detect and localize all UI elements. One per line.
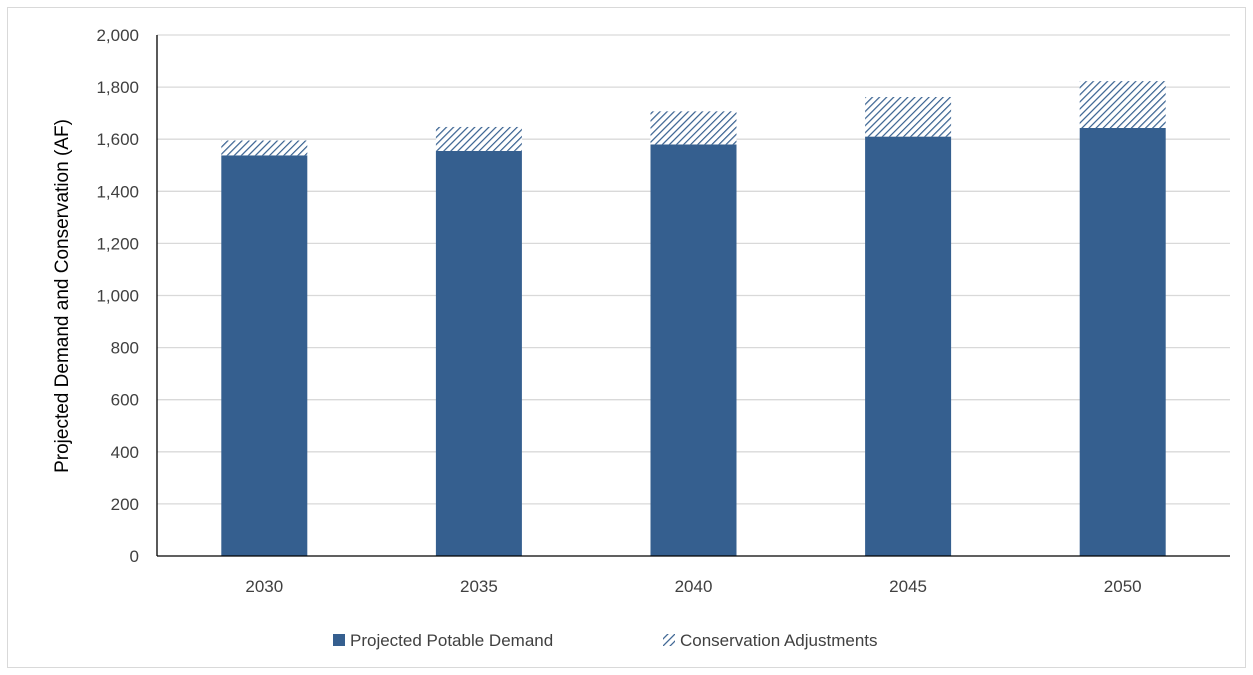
legend-label: Projected Potable Demand <box>350 631 553 650</box>
x-tick-label: 2045 <box>889 577 927 596</box>
y-tick-label: 2,000 <box>96 26 139 45</box>
x-tick-label: 2030 <box>245 577 283 596</box>
y-tick-label: 1,200 <box>96 234 139 253</box>
y-tick-label: 0 <box>130 547 139 566</box>
x-tick-label: 2035 <box>460 577 498 596</box>
x-tick-labels: 2030 2035 2040 2045 2050 <box>245 577 1141 596</box>
y-tick-label: 1,800 <box>96 78 139 97</box>
legend-swatch-conservation-adjustments <box>663 634 675 646</box>
bar-conservation-adjustments <box>1079 81 1166 128</box>
bar-conservation-adjustments <box>650 111 737 145</box>
axes <box>156 35 1230 557</box>
y-tick-label: 1,600 <box>96 130 139 149</box>
x-tick-label: 2040 <box>675 577 713 596</box>
chart-frame <box>7 7 1246 668</box>
y-tick-label: 1,000 <box>96 287 139 306</box>
bars <box>221 81 1166 557</box>
bar-projected-potable-demand <box>435 150 522 557</box>
legend-label: Conservation Adjustments <box>680 631 878 650</box>
legend: Projected Potable Demand Conservation Adj… <box>333 631 878 650</box>
bar-conservation-adjustments <box>865 96 952 137</box>
bar-projected-potable-demand <box>1079 127 1166 556</box>
x-tick-label: 2050 <box>1104 577 1142 596</box>
y-tick-labels: 0 200 400 600 800 1,000 1,200 1,400 1,600 1,800 2,… <box>96 26 139 566</box>
y-tick-label: 800 <box>111 339 139 358</box>
bar-projected-potable-demand <box>865 136 952 556</box>
y-tick-label: 200 <box>111 495 139 514</box>
bar-conservation-adjustments <box>221 140 308 156</box>
y-tick-label: 600 <box>111 391 139 410</box>
bar-projected-potable-demand <box>650 144 737 556</box>
bar-conservation-adjustments <box>435 126 522 151</box>
legend-swatch-projected-potable-demand <box>333 634 345 646</box>
y-tick-label: 400 <box>111 443 139 462</box>
y-tick-label: 1,400 <box>96 182 139 201</box>
bar-projected-potable-demand <box>221 155 308 556</box>
y-axis-title: Projected Demand and Conservation (AF) <box>52 119 73 473</box>
gridlines <box>157 34 1230 505</box>
